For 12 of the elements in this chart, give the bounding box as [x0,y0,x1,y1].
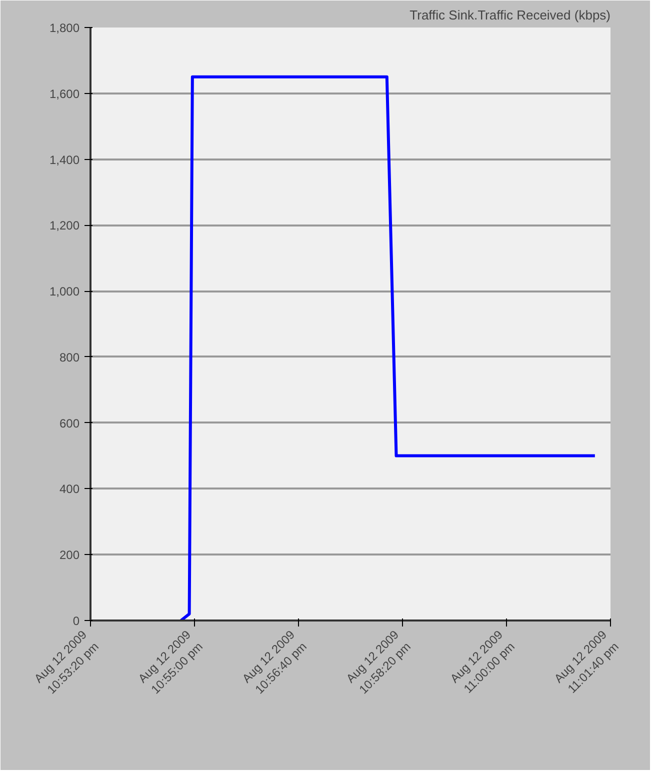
y-tick-label: 600 [59,416,80,430]
y-tick-label: 400 [59,482,80,496]
y-tick-label: 1,800 [49,21,80,35]
y-tick-label: 1,600 [49,86,80,101]
y-tick-label: 1,000 [49,284,80,299]
y-tick-label: 800 [59,350,80,364]
y-tick-label: 0 [72,614,80,628]
chart-title: Traffic Sink.Traffic Received (kbps) [410,8,611,22]
y-tick-label: 1,400 [49,152,80,167]
y-tick-label: 200 [59,548,80,562]
line-series [179,75,596,620]
y-tick-label: 1,200 [49,218,80,233]
